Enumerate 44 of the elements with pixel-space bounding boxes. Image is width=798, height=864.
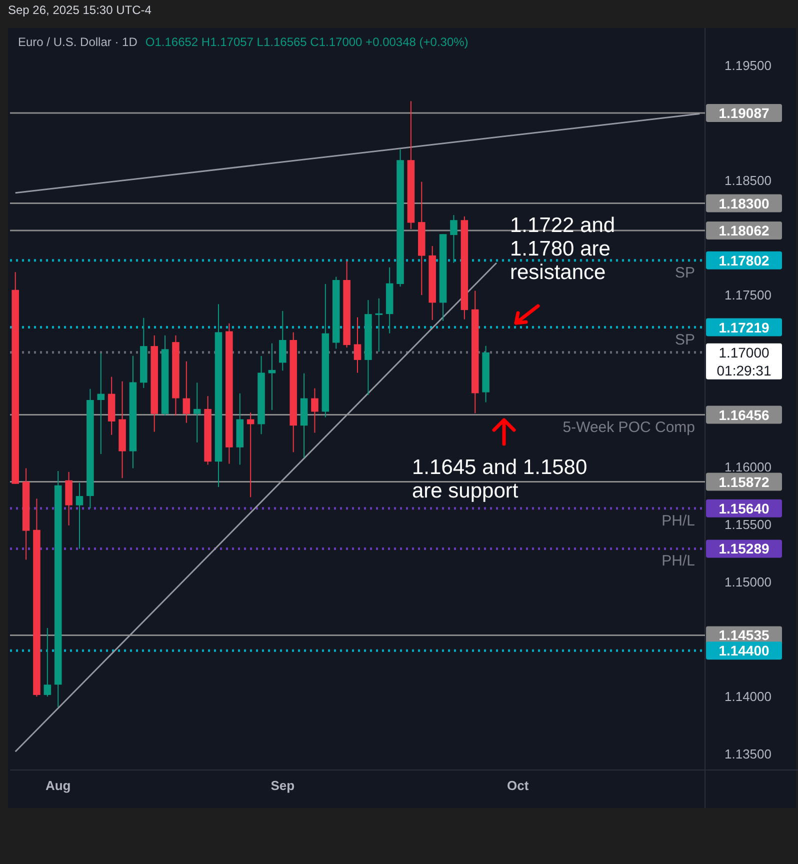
candlestick (268, 342, 276, 410)
ref-line-label: 1.14535 (718, 627, 770, 644)
candlestick (450, 214, 458, 264)
candlestick (76, 482, 84, 550)
candlestick (97, 352, 105, 455)
annotation: 5-Week POC Comp (562, 418, 695, 436)
ref-line-label: 1.18300 (718, 195, 770, 212)
y-tick-label: 1.15500 (724, 517, 772, 532)
ref-line-label: 1.16456 (718, 406, 770, 423)
candlestick (354, 316, 362, 374)
annotation: SP (674, 331, 695, 348)
chart-subtitle: O1.16652 H1.17057 L1.16565 C1.17000 +0.00348 (+0.30%) (145, 35, 468, 49)
y-tick-label: 1.16000 (724, 460, 772, 475)
candlestick (279, 310, 286, 372)
ref-line-label: 1.15289 (718, 540, 770, 557)
ref-line-label: 1.15872 (718, 474, 770, 490)
candlestick (193, 382, 201, 443)
annotation: PH/L (662, 512, 695, 530)
annotation: 1.1645 and 1.1580 are support (412, 456, 588, 503)
ref-line-label: 1.14400 (718, 642, 770, 659)
candlestick (311, 388, 318, 434)
text: Sep 26, 2025 15:30 UTC-4 (8, 3, 152, 17)
chart-title: Euro / U.S. Dollar · 1D (18, 35, 138, 49)
y-tick-label: 1.13500 (724, 746, 772, 762)
x-tick-label: Sep (270, 778, 295, 793)
y-tick-label: 1.15000 (724, 574, 772, 590)
ref-line-label: 1.18062 (718, 222, 770, 239)
y-tick-label: 1.18500 (724, 172, 772, 188)
y-tick-label: 1.17500 (724, 288, 772, 303)
y-tick-label: 1.19500 (724, 58, 772, 74)
annotation: SP (674, 264, 695, 282)
ref-line-label: 1.17219 (718, 319, 770, 336)
ref-line-label: 1.17000 01:29:31 (716, 344, 772, 378)
candlestick (44, 627, 52, 698)
ref-line-label: 1.15640 (718, 500, 770, 516)
ref-line-label: 1.17802 (718, 252, 770, 268)
annotation: 1.1722 and 1.1780 are resistance (510, 214, 616, 284)
y-tick-label: 1.14000 (724, 689, 772, 704)
x-tick-label: Aug (45, 778, 71, 793)
candlestick (375, 298, 383, 352)
ref-line-label: 1.19087 (718, 104, 770, 121)
x-tick-label: Oct (507, 778, 530, 793)
annotation: PH/L (662, 552, 695, 570)
candlestick (182, 360, 190, 424)
